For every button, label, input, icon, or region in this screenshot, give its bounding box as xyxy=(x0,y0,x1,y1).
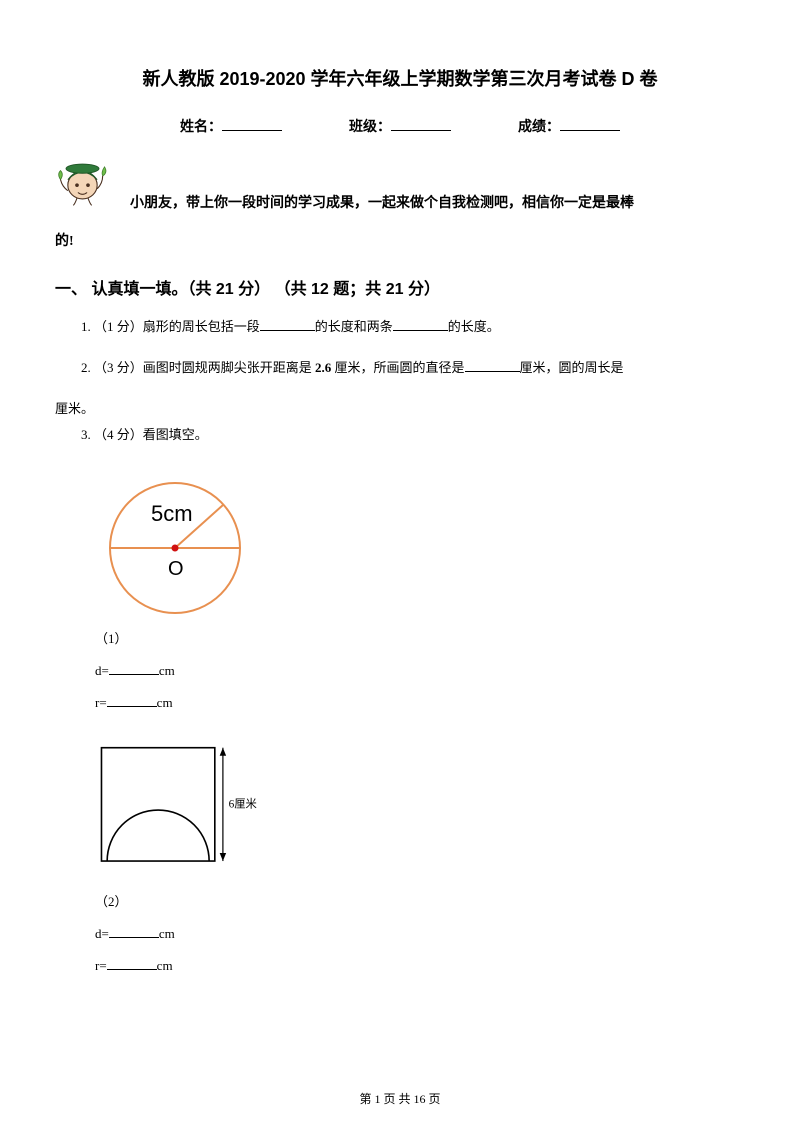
r2-unit: cm xyxy=(157,958,173,973)
d2-unit: cm xyxy=(159,926,175,941)
q1-suffix: 的长度。 xyxy=(448,319,500,334)
intro-line1: 小朋友，带上你一段时间的学习成果，一起来做个自我检测吧，相信你一定是最棒 xyxy=(130,189,634,220)
q2-prefix: 2. （3 分）画图时圆规两脚尖张开距离是 xyxy=(81,360,312,375)
d1-unit: cm xyxy=(159,663,175,678)
question-2: 2. （3 分）画图时圆规两脚尖张开距离是 2.6 厘米，所画圆的直径是 厘米，圆… xyxy=(55,355,745,381)
answer-d-1: d= cm xyxy=(95,662,745,679)
class-blank[interactable] xyxy=(391,117,451,131)
mascot-icon xyxy=(55,154,110,209)
info-line: 姓名： 班级： 成绩： xyxy=(55,116,745,136)
answer-r-1: r= cm xyxy=(95,694,745,711)
intro-line2: 的! xyxy=(55,230,745,250)
q2-mid1: 厘米，所画圆的直径是 xyxy=(335,360,465,375)
q2-blank1[interactable] xyxy=(465,359,520,372)
q2-suffix: 厘米。 xyxy=(55,401,94,416)
d-label: d= xyxy=(95,663,109,678)
q1-prefix: 1. （1 分）扇形的周长包括一段 xyxy=(81,319,260,334)
answer-d-2: d= cm xyxy=(95,925,745,942)
r1-unit: cm xyxy=(157,695,173,710)
sub1-label: （1） xyxy=(95,628,745,647)
sub2-label: （2） xyxy=(95,891,745,910)
r1-blank[interactable] xyxy=(107,694,157,707)
center-label: O xyxy=(168,558,184,580)
class-label: 班级： xyxy=(349,120,391,135)
question-2-cont: 厘米。 xyxy=(55,396,745,422)
question-1: 1. （1 分）扇形的周长包括一段 的长度和两条 的长度。 xyxy=(55,314,745,340)
page-footer: 第 1 页 共 16 页 xyxy=(0,1090,800,1107)
q2-num: 2.6 xyxy=(315,360,331,375)
r-label2: r= xyxy=(95,958,107,973)
circle-diagram: 5cm O xyxy=(95,463,255,623)
question-3: 3. （4 分）看图填空。 xyxy=(55,422,745,448)
q2-mid2: 厘米，圆的周长是 xyxy=(520,360,624,375)
q1-blank1[interactable] xyxy=(260,318,315,331)
square-diagram: 6厘米 xyxy=(95,726,265,886)
intro-row: 小朋友，带上你一段时间的学习成果，一起来做个自我检测吧，相信你一定是最棒 xyxy=(55,154,745,220)
figure-2: 6厘米 （2） xyxy=(95,726,745,910)
figure-1: 5cm O （1） xyxy=(95,463,745,647)
d1-blank[interactable] xyxy=(109,662,159,675)
score-label: 成绩： xyxy=(518,120,560,135)
name-label: 姓名： xyxy=(180,120,222,135)
radius-label: 5cm xyxy=(151,501,193,526)
score-blank[interactable] xyxy=(560,117,620,131)
answer-r-2: r= cm xyxy=(95,957,745,974)
r2-blank[interactable] xyxy=(107,957,157,970)
q1-blank2[interactable] xyxy=(393,318,448,331)
d2-blank[interactable] xyxy=(109,925,159,938)
section-1-head: 一、 认真填一填。（共 21 分） （共 12 题；共 21 分） xyxy=(55,275,745,299)
name-blank[interactable] xyxy=(222,117,282,131)
d-label2: d= xyxy=(95,926,109,941)
q1-mid: 的长度和两条 xyxy=(315,319,393,334)
page-title: 新人教版 2019-2020 学年六年级上学期数学第三次月考试卷 D 卷 xyxy=(55,65,745,91)
height-label: 6厘米 xyxy=(229,797,257,810)
r-label: r= xyxy=(95,695,107,710)
